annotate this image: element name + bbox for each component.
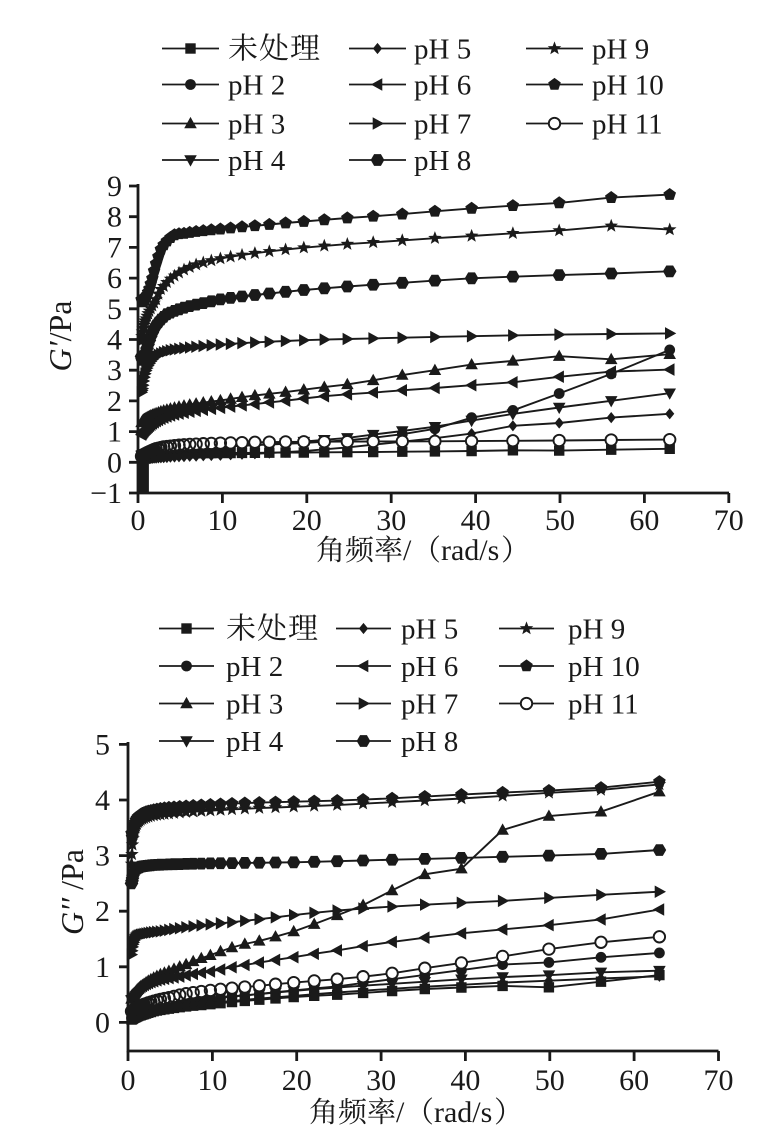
- svg-text:G′′ /Pa: G′′ /Pa: [54, 849, 90, 935]
- svg-text:60: 60: [629, 504, 659, 537]
- svg-text:30: 30: [376, 504, 406, 537]
- svg-text:30: 30: [366, 1064, 396, 1097]
- svg-text:rad/s: rad/s: [441, 534, 499, 567]
- svg-text:0: 0: [131, 504, 146, 537]
- svg-text:9: 9: [107, 170, 122, 203]
- svg-text:pH 4: pH 4: [228, 145, 286, 177]
- svg-text:pH 2: pH 2: [226, 651, 283, 683]
- svg-text:70: 70: [714, 504, 744, 537]
- svg-text:pH 10: pH 10: [568, 651, 640, 683]
- svg-text:1: 1: [107, 416, 122, 449]
- svg-text:8: 8: [107, 201, 122, 234]
- svg-text:pH 3: pH 3: [228, 109, 285, 141]
- svg-text:3: 3: [107, 354, 122, 387]
- svg-text:10: 10: [197, 1064, 227, 1097]
- svg-text:pH 5: pH 5: [401, 614, 458, 646]
- svg-text:pH 3: pH 3: [226, 689, 283, 721]
- svg-text:6: 6: [107, 262, 122, 295]
- svg-text:20: 20: [292, 504, 322, 537]
- svg-text:pH 9: pH 9: [568, 614, 625, 646]
- svg-text:5: 5: [95, 728, 110, 761]
- svg-text:4: 4: [95, 784, 110, 817]
- svg-text:0: 0: [95, 1006, 110, 1039]
- svg-text:/: /: [396, 1096, 405, 1129]
- svg-text:2: 2: [95, 895, 110, 928]
- svg-text:pH 10: pH 10: [592, 70, 664, 102]
- svg-text:pH 2: pH 2: [228, 70, 285, 102]
- svg-text:7: 7: [107, 231, 122, 264]
- svg-text:−1: −1: [90, 477, 122, 510]
- svg-text:pH 11: pH 11: [592, 109, 663, 141]
- svg-text:rad/s: rad/s: [434, 1096, 492, 1129]
- svg-text:pH 9: pH 9: [592, 34, 649, 66]
- svg-text:0: 0: [107, 446, 122, 479]
- svg-text:G′/Pa: G′/Pa: [42, 301, 78, 372]
- svg-text:pH 6: pH 6: [414, 70, 471, 102]
- svg-text:pH 8: pH 8: [414, 145, 471, 177]
- svg-text:5: 5: [107, 293, 122, 326]
- svg-text:50: 50: [545, 504, 575, 537]
- svg-text:1: 1: [95, 951, 110, 984]
- svg-text:50: 50: [535, 1064, 565, 1097]
- svg-text:40: 40: [450, 1064, 480, 1097]
- svg-text:40: 40: [461, 504, 491, 537]
- svg-text:70: 70: [704, 1064, 734, 1097]
- svg-text:pH 8: pH 8: [401, 726, 458, 758]
- svg-text:60: 60: [619, 1064, 649, 1097]
- svg-text:0: 0: [121, 1064, 136, 1097]
- svg-text:2: 2: [107, 385, 122, 418]
- svg-text:pH 5: pH 5: [414, 34, 471, 66]
- svg-text:pH 6: pH 6: [401, 651, 458, 683]
- svg-text:3: 3: [95, 840, 110, 873]
- svg-text:/: /: [403, 534, 412, 567]
- svg-text:20: 20: [282, 1064, 312, 1097]
- svg-text:pH 11: pH 11: [568, 689, 639, 721]
- svg-text:pH 7: pH 7: [401, 689, 458, 721]
- svg-text:10: 10: [207, 504, 237, 537]
- svg-text:pH 4: pH 4: [226, 726, 284, 758]
- svg-text:pH 7: pH 7: [414, 109, 471, 141]
- svg-text:4: 4: [107, 324, 122, 357]
